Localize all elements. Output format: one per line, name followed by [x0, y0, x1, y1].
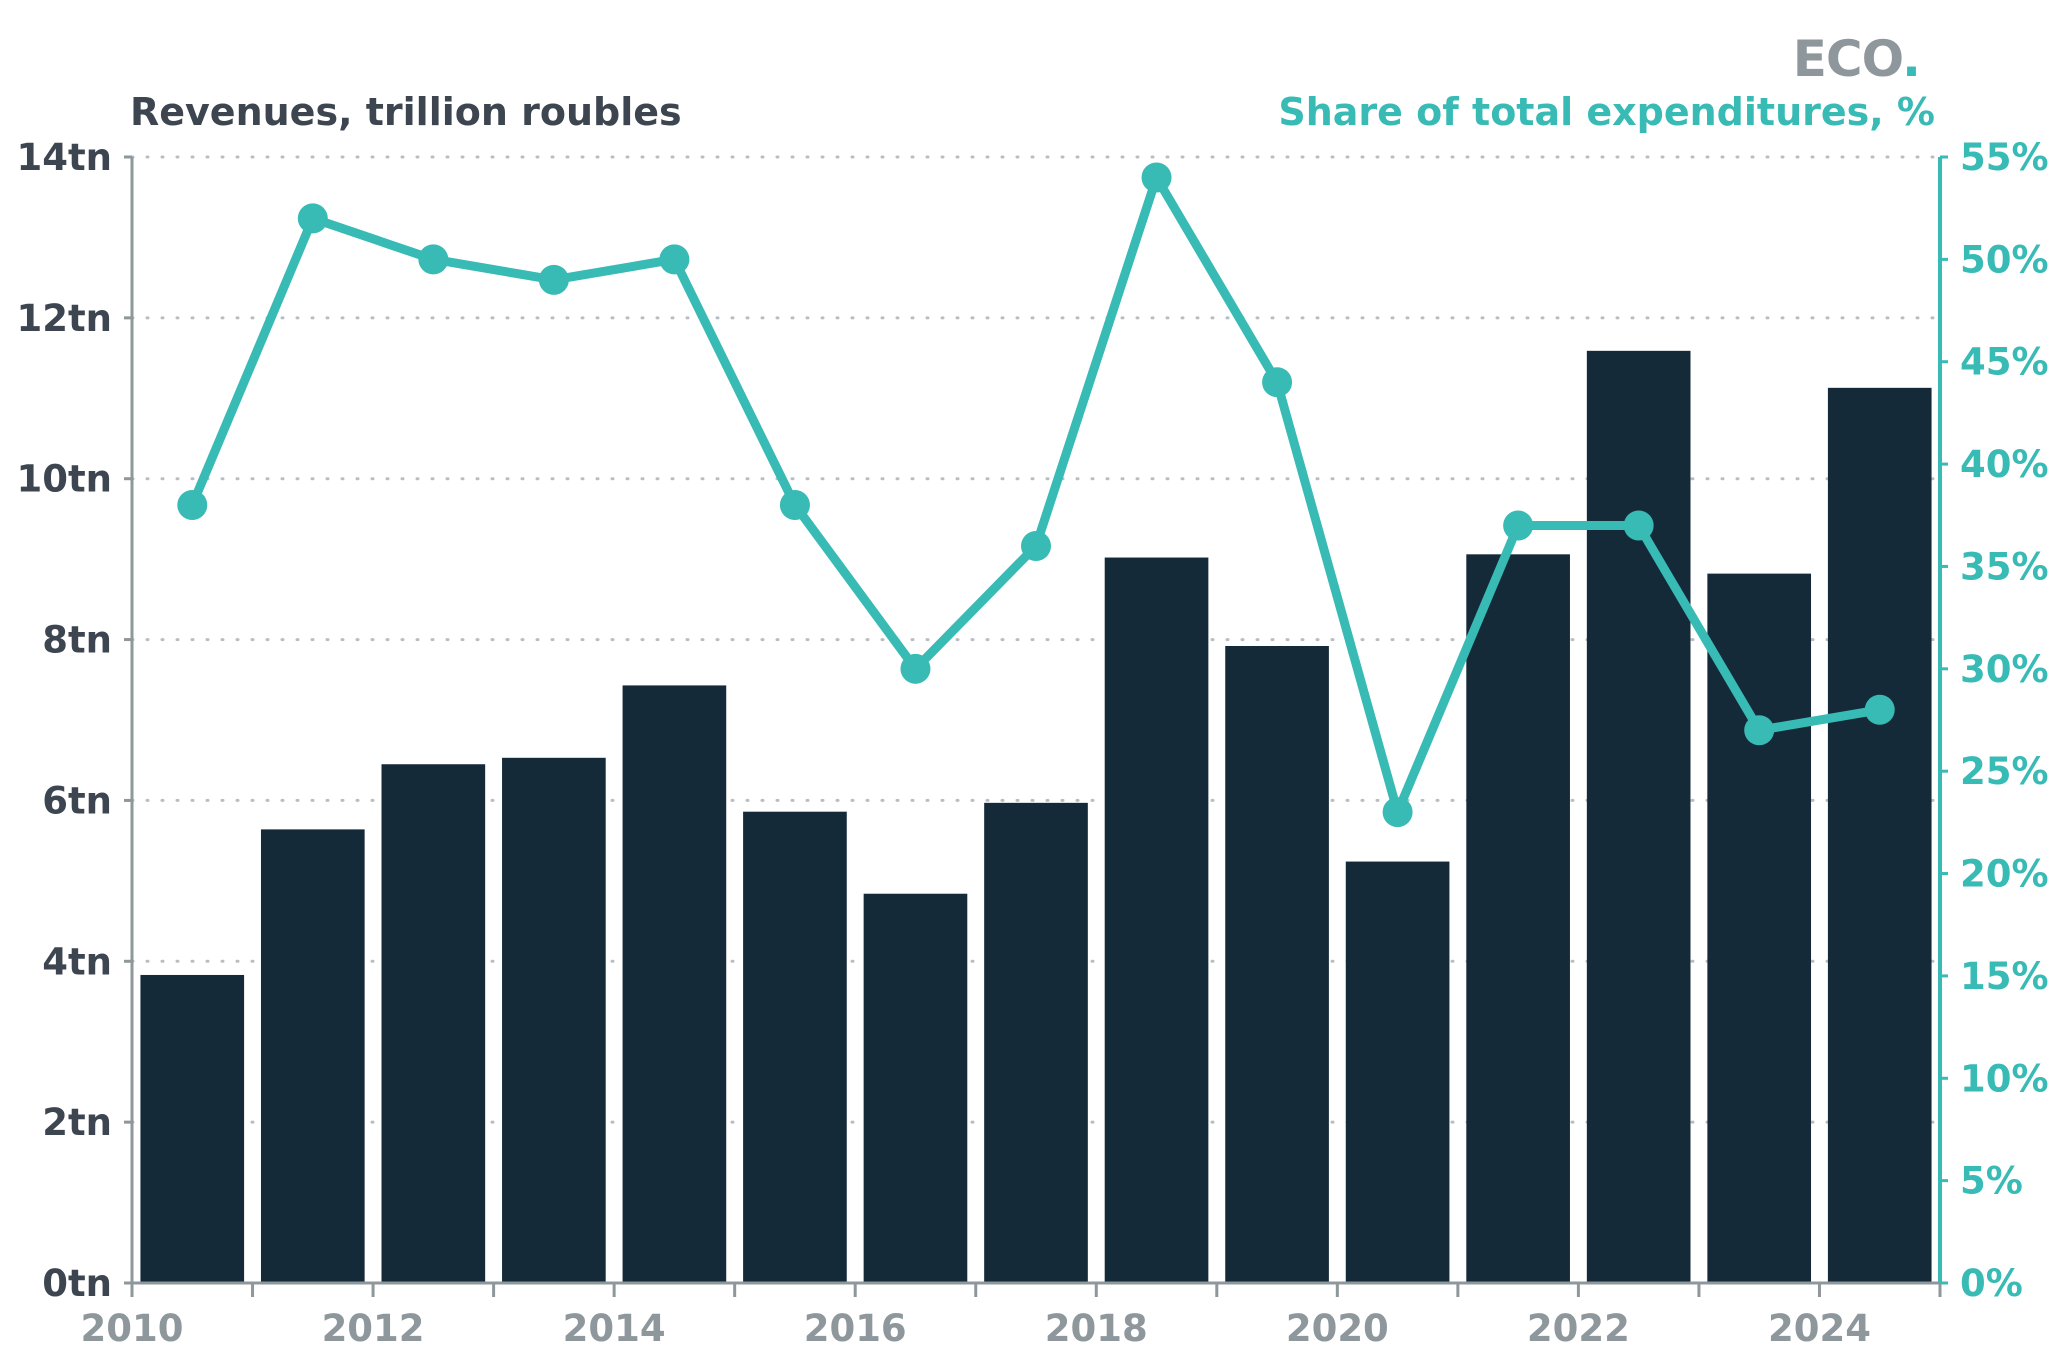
bar: [1225, 646, 1329, 1283]
right-tick-label: 40%: [1960, 443, 2049, 486]
share-point: [659, 244, 690, 275]
share-point: [779, 490, 810, 521]
share-point: [1021, 530, 1051, 561]
right-tick-label: 50%: [1960, 238, 2049, 281]
bar: [140, 974, 245, 1283]
left-tick-label: 2tn: [42, 1101, 112, 1144]
left-tick-label: 6tn: [42, 779, 112, 822]
bar: [260, 829, 365, 1283]
left-axis-title: Revenues, trillion roubles: [130, 90, 682, 134]
right-tick-label: 10%: [1960, 1057, 2049, 1100]
share-point: [297, 203, 328, 234]
bar: [1104, 557, 1209, 1283]
right-axis-title: Share of total expenditures, %: [1278, 90, 1935, 134]
share-point: [1503, 510, 1534, 541]
left-tick-label: 4tn: [42, 940, 112, 983]
x-tick-label: 2012: [322, 1307, 425, 1350]
x-tick-label: 2024: [1768, 1307, 1871, 1350]
right-tick-label: 55%: [1960, 136, 2049, 179]
bar: [1466, 554, 1570, 1283]
bar: [984, 802, 1088, 1283]
right-tick-label: 35%: [1960, 545, 2049, 588]
share-point: [1623, 510, 1654, 541]
bar: [863, 893, 968, 1283]
right-tick-label: 30%: [1960, 648, 2049, 691]
bar: [1707, 573, 1812, 1283]
right-tick-label: 15%: [1960, 955, 2049, 998]
share-point: [538, 264, 569, 295]
bar: [502, 757, 606, 1283]
bar: [1827, 387, 1932, 1284]
bar: [381, 764, 486, 1283]
left-tick-label: 0tn: [42, 1262, 112, 1305]
eco-logo: ECO.: [1792, 30, 1921, 88]
bar: [743, 811, 847, 1283]
x-tick-label: 2018: [1045, 1307, 1148, 1350]
right-tick-label: 45%: [1960, 341, 2049, 384]
right-tick-label: 0%: [1960, 1262, 2023, 1305]
x-tick-label: 2014: [563, 1307, 666, 1350]
right-tick-label: 25%: [1960, 750, 2049, 793]
x-tick-label: 2020: [1286, 1307, 1389, 1350]
bar: [1586, 350, 1691, 1283]
left-tick-label: 12tn: [16, 297, 112, 340]
share-point: [900, 653, 931, 684]
right-tick-label: 5%: [1960, 1160, 2023, 1203]
x-tick-label: 2022: [1527, 1307, 1630, 1350]
share-point: [1382, 797, 1413, 828]
share-point: [1864, 694, 1895, 725]
x-tick-label: 2010: [81, 1307, 184, 1350]
left-tick-label: 8tn: [42, 619, 112, 662]
share-point: [1744, 715, 1775, 746]
share-point: [1262, 367, 1293, 398]
right-tick-label: 20%: [1960, 853, 2049, 896]
bar: [1345, 861, 1450, 1283]
share-point: [418, 244, 449, 275]
x-tick-label: 2016: [804, 1307, 907, 1350]
left-tick-label: 14tn: [16, 136, 112, 179]
left-tick-label: 10tn: [16, 458, 112, 501]
share-point: [177, 490, 208, 521]
share-point: [1141, 162, 1172, 193]
bar: [622, 685, 727, 1283]
